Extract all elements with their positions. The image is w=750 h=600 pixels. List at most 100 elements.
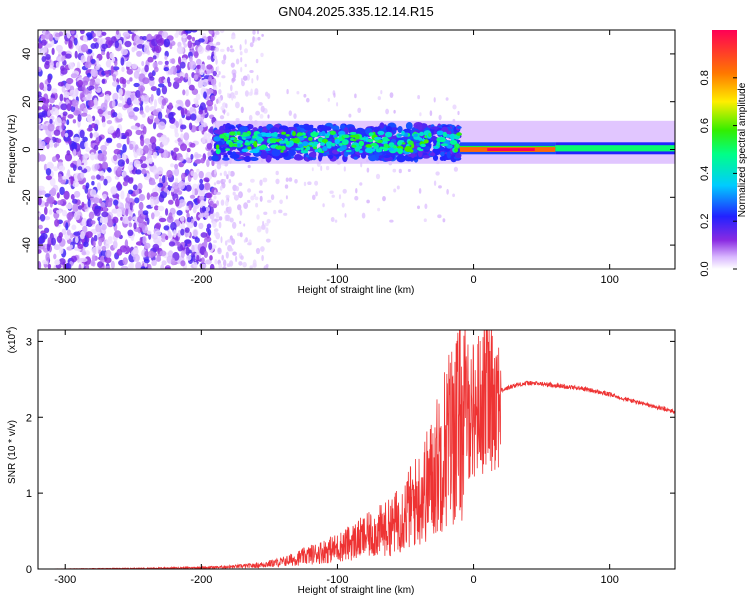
noise-cell	[206, 223, 212, 229]
noise-cell	[199, 69, 204, 76]
noise-cell	[144, 242, 151, 249]
noise-cell	[206, 132, 212, 138]
noise-cell	[64, 132, 69, 138]
noise-cell	[59, 186, 65, 196]
noise-cell	[136, 50, 143, 57]
noise-cell	[142, 125, 147, 135]
band-cell	[396, 154, 406, 163]
noise-cell	[164, 60, 169, 65]
speckle-cell	[385, 108, 389, 115]
noise-cell	[101, 161, 109, 170]
speckle-cell	[219, 185, 223, 191]
noise-cell	[142, 77, 150, 85]
band-peak	[320, 142, 325, 146]
band-cell	[368, 154, 378, 162]
noise-cell	[113, 148, 121, 155]
noise-cell	[128, 111, 135, 120]
noise-cell	[44, 216, 51, 221]
speckle-cell	[241, 80, 245, 87]
noise-cell	[107, 167, 112, 173]
band-cell	[320, 124, 325, 132]
speckle-cell	[248, 114, 253, 121]
speckle-cell	[229, 170, 235, 177]
noise-cell	[96, 174, 101, 180]
noise-cell	[125, 91, 132, 96]
speckle-cell	[223, 108, 226, 115]
noise-cell	[87, 49, 93, 54]
band-peak	[219, 134, 225, 139]
noise-cell	[77, 79, 84, 87]
noise-cell	[86, 218, 93, 228]
noise-cell	[54, 259, 61, 266]
noise-cell	[101, 51, 106, 56]
speckle-cell	[279, 199, 283, 205]
noise-cell	[73, 110, 81, 116]
noise-cell	[140, 163, 148, 169]
band-cell	[383, 155, 391, 158]
speckle-cell	[293, 113, 297, 119]
noise-cell	[70, 194, 75, 200]
band-peak	[387, 147, 395, 151]
band-peak	[401, 130, 405, 136]
noise-cell	[198, 125, 204, 132]
noise-cell	[38, 154, 46, 162]
band-peak	[253, 143, 258, 148]
noise-cell	[200, 116, 204, 125]
noise-cell	[98, 239, 103, 247]
noise-cell	[85, 263, 90, 269]
speckle-cell	[243, 202, 249, 210]
band-peak	[420, 143, 426, 148]
speckle-cell	[215, 211, 220, 219]
band-peak	[257, 133, 262, 137]
noise-cell	[203, 251, 208, 258]
noise-cell	[178, 56, 182, 65]
noise-cell	[88, 211, 95, 220]
noise-cell	[158, 217, 167, 223]
speckle-cell	[261, 254, 264, 262]
speckle-cell	[294, 179, 298, 184]
noise-cell	[149, 76, 155, 81]
noise-cell	[40, 34, 46, 40]
noise-cell	[46, 161, 54, 171]
noise-cell	[66, 77, 74, 85]
band-peak	[404, 146, 413, 152]
noise-cell	[72, 148, 77, 157]
band-cell	[229, 153, 240, 159]
speckle-cell	[283, 212, 288, 216]
noise-cell	[68, 129, 73, 138]
speckle-cell	[231, 95, 234, 101]
speckle-cell	[446, 188, 449, 195]
speckle-cell	[219, 172, 222, 176]
speckle-cell	[242, 75, 248, 81]
noise-cell	[73, 190, 81, 198]
speckle-cell	[239, 209, 243, 216]
band-peak	[350, 138, 354, 141]
noise-cell	[45, 252, 50, 262]
speckle-cell	[433, 180, 437, 186]
band-peak	[397, 141, 402, 146]
speckle-cell	[438, 185, 442, 189]
noise-cell	[184, 72, 189, 80]
noise-cell	[185, 99, 191, 108]
noise-cell	[122, 215, 129, 224]
noise-cell	[114, 40, 120, 49]
noise-cell	[43, 83, 48, 92]
band-cell	[440, 151, 445, 157]
noise-cell	[142, 210, 149, 216]
noise-cell	[180, 228, 185, 236]
speckle-cell	[255, 202, 259, 208]
noise-cell	[66, 229, 71, 236]
noise-cell	[75, 236, 79, 244]
band-peak	[342, 134, 350, 138]
noise-cell	[101, 43, 108, 49]
noise-cell	[155, 256, 162, 262]
noise-cell	[166, 169, 173, 178]
noise-cell	[84, 141, 89, 149]
speckle-cell	[452, 193, 455, 198]
noise-cell	[137, 39, 144, 45]
noise-cell	[174, 167, 180, 177]
noise-cell	[61, 228, 67, 235]
noise-cell	[148, 157, 153, 164]
noise-cell	[193, 74, 198, 81]
noise-cell	[130, 94, 135, 102]
